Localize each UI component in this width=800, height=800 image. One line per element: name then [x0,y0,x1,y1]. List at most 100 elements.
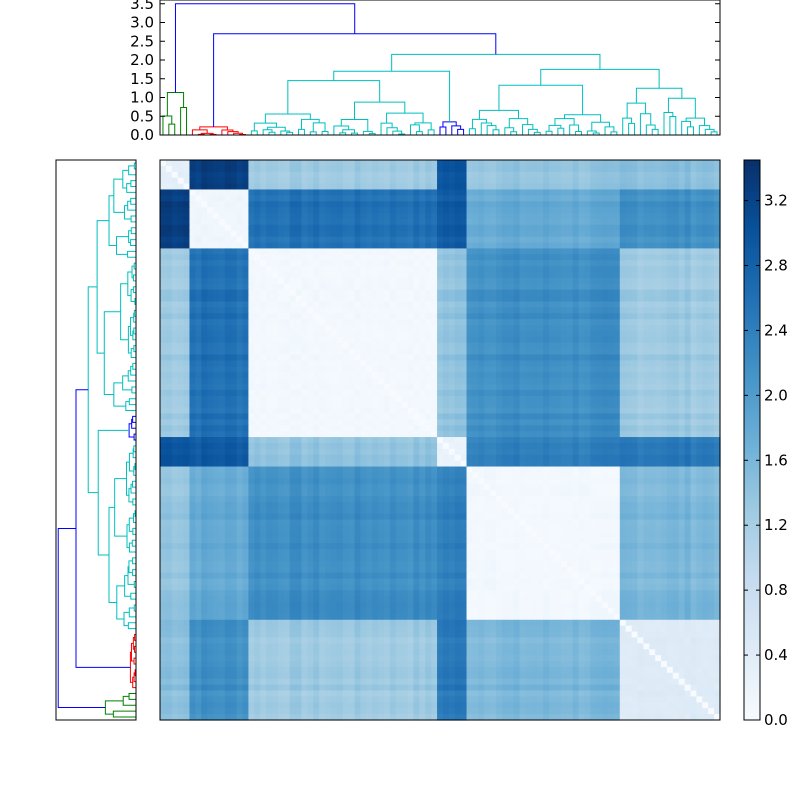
heatmap-cell [484,307,491,314]
heatmap-cell [395,160,403,167]
heatmap-cell [266,384,273,391]
heatmap-cell [224,442,232,450]
heatmap-cell [325,289,332,297]
heatmap-cell [655,248,662,255]
heatmap-cell [401,283,409,291]
heatmap-cell [672,431,680,438]
heatmap-cell [643,242,650,250]
heatmap-cell [360,425,367,432]
heatmap-cell [566,230,574,238]
heatmap-cell [189,307,196,314]
heatmap-cell [631,260,639,267]
heatmap-cell [442,307,450,314]
heatmap-cell [554,260,562,267]
heatmap-cell [661,177,668,185]
heatmap-cell [272,389,279,397]
heatmap-cell [419,242,426,250]
heatmap-cell [277,454,285,462]
heatmap-cell [330,448,338,456]
heatmap-cell [472,272,479,279]
heatmap-cell [254,248,261,255]
heatmap-cell [690,342,698,350]
heatmap-cell [484,325,491,332]
heatmap-cell [325,319,332,326]
heatmap-cell [295,260,303,267]
heatmap-cell [419,289,426,297]
heatmap-cell [348,395,356,403]
heatmap-cell [230,236,238,244]
heatmap-cell [684,389,692,397]
heatmap-cell [684,407,692,415]
heatmap-cell [254,295,261,303]
dendrogram-link [128,165,136,176]
heatmap-cell [566,283,574,291]
heatmap-cell [425,183,432,191]
heatmap-cell [283,319,291,326]
heatmap-cell [289,437,297,444]
heatmap-cell [684,360,692,367]
heatmap-cell [708,342,715,350]
heatmap-cell [272,230,279,238]
heatmap-cell [319,201,326,208]
heatmap-cell [690,425,698,432]
heatmap-cell [572,218,580,226]
heatmap-cell [425,336,432,344]
heatmap-cell [248,378,255,385]
heatmap-cell [295,254,303,261]
heatmap-cell [189,295,196,303]
heatmap-cell [584,384,591,391]
heatmap-cell [466,389,474,397]
heatmap-cell [460,201,468,208]
heatmap-cell [484,177,491,185]
heatmap-cell [431,254,438,261]
heatmap-cell [525,289,532,297]
heatmap-cell [625,165,633,173]
heatmap-cell [501,413,509,420]
heatmap-cell [160,442,167,450]
heatmap-cell [378,301,385,308]
heatmap-cell [330,295,338,303]
heatmap-cell [625,266,633,273]
y-tick-label: 2.5 [130,32,154,50]
heatmap-cell [519,177,527,185]
heatmap-cell [537,389,544,397]
heatmap-cell [283,419,291,426]
heatmap-cell [165,448,173,456]
heatmap-cell [230,242,238,250]
heatmap-cell [183,254,191,261]
heatmap-cell [437,336,444,344]
heatmap-cell [224,230,232,238]
heatmap-cell [602,177,609,185]
heatmap-cell [301,431,308,438]
heatmap-cell [655,195,662,202]
heatmap-cell [543,189,550,196]
heatmap-cell [248,195,255,202]
heatmap-cell [696,407,703,415]
heatmap-cell [177,224,185,232]
heatmap-cell [224,283,232,291]
heatmap-cell [354,336,362,344]
heatmap-cell [354,407,362,415]
heatmap-cell [507,401,515,409]
heatmap-cell [260,419,267,426]
heatmap-cell [578,360,586,367]
heatmap-cell [289,260,297,267]
heatmap-cell [672,207,680,214]
heatmap-cell [684,213,692,220]
heatmap-cell [649,160,656,167]
heatmap-cell [625,201,633,208]
heatmap-cell [277,313,285,320]
heatmap-cell [395,236,403,244]
heatmap-cell [708,354,715,362]
heatmap-cell [643,224,650,232]
heatmap-cell [354,301,362,308]
heatmap-cell [242,248,250,255]
heatmap-cell [684,207,692,214]
heatmap-cell [260,431,267,438]
dendrogram-link [545,130,553,135]
heatmap-cell [437,401,444,409]
heatmap-cell [272,454,279,462]
heatmap-cell [207,230,214,238]
heatmap-cell [619,201,627,208]
heatmap-cell [366,448,373,456]
